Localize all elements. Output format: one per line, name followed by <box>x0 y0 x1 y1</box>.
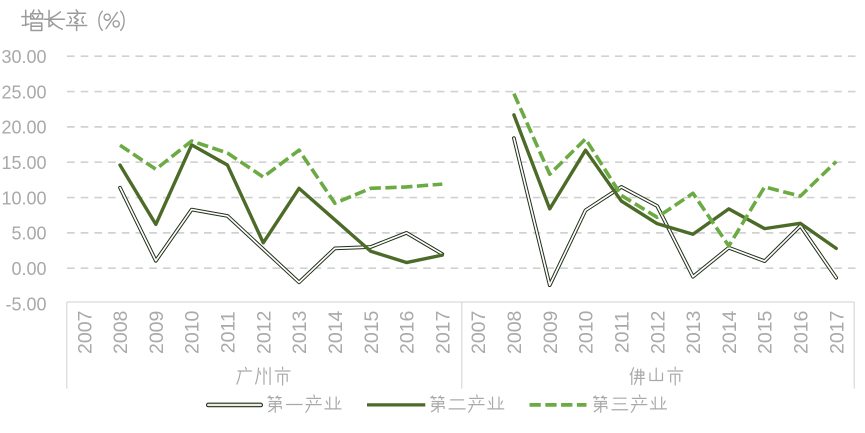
svg-text:10.00: 10.00 <box>1 188 46 208</box>
svg-text:0.00: 0.00 <box>11 259 46 279</box>
svg-text:2016: 2016 <box>397 311 419 354</box>
svg-text:2008: 2008 <box>504 311 526 354</box>
svg-text:2011: 2011 <box>218 311 240 353</box>
svg-text:2017: 2017 <box>432 311 454 354</box>
svg-text:2014: 2014 <box>325 310 347 354</box>
svg-text:2010: 2010 <box>576 310 598 354</box>
svg-text:2007: 2007 <box>468 311 490 354</box>
svg-text:2014: 2014 <box>719 310 741 354</box>
svg-text:15.00: 15.00 <box>1 153 46 173</box>
svg-text:30.00: 30.00 <box>1 47 46 67</box>
svg-text:-5.00: -5.00 <box>5 294 46 314</box>
svg-text:2013: 2013 <box>683 311 705 354</box>
svg-text:25.00: 25.00 <box>1 82 46 102</box>
svg-text:2015: 2015 <box>361 310 383 354</box>
svg-text:2007: 2007 <box>74 311 96 354</box>
svg-text:2011: 2011 <box>611 311 633 353</box>
svg-text:5.00: 5.00 <box>11 224 46 244</box>
svg-text:2010: 2010 <box>182 310 204 354</box>
svg-text:2013: 2013 <box>289 311 311 354</box>
svg-text:2017: 2017 <box>826 311 848 354</box>
svg-text:2009: 2009 <box>540 311 562 354</box>
svg-text:2015: 2015 <box>755 310 777 354</box>
svg-text:20.00: 20.00 <box>1 118 46 138</box>
svg-text:2008: 2008 <box>110 311 132 354</box>
svg-text:2012: 2012 <box>253 311 275 354</box>
svg-text:2012: 2012 <box>647 311 669 354</box>
svg-text:2009: 2009 <box>146 311 168 354</box>
svg-text:2016: 2016 <box>791 311 813 354</box>
